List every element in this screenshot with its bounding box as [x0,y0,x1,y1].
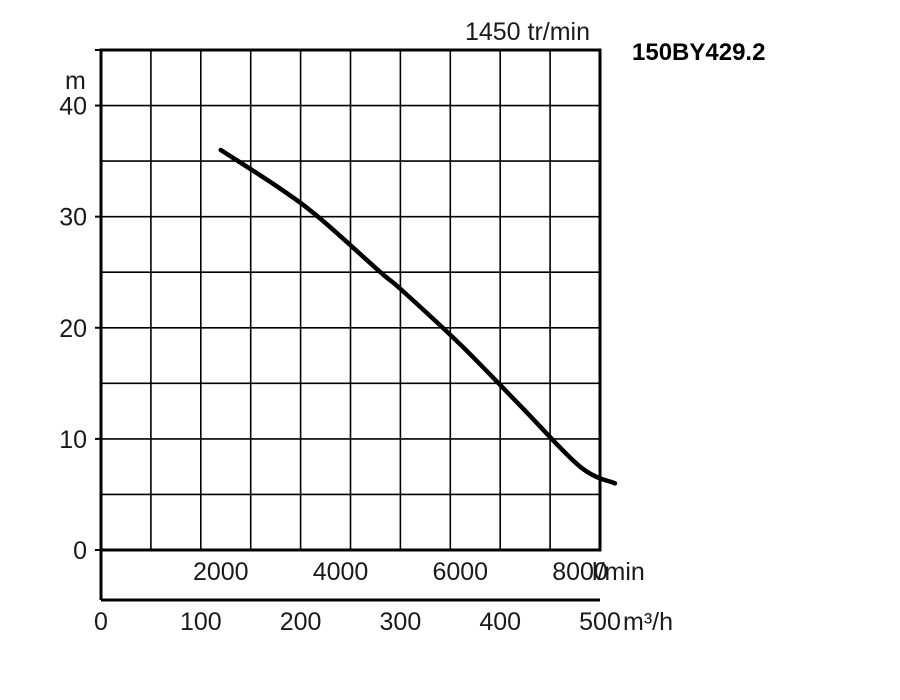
chart-title: 150BY429.2 [632,39,765,66]
x-secondary-tick-label: 6000 [432,558,488,586]
x-tick-label: 0 [94,608,108,636]
y-axis-label: m [65,67,86,95]
x-tick-label: 200 [280,608,322,636]
x-tick-label: 300 [380,608,422,636]
plot-frame [99,48,602,552]
x-axis-secondary-label: l/min [592,558,645,586]
x-secondary-tick-label: 8000 [552,558,608,586]
x-secondary-tick-label: 4000 [313,558,369,586]
x-tick-label: 400 [479,608,521,636]
y-tick-label: 30 [59,204,87,232]
x-tick-label: 500 [579,608,621,636]
x-secondary-tick-label: 2000 [193,558,249,586]
series-line [218,147,618,486]
y-tick-label: 0 [73,537,87,565]
y-tick-label: 40 [59,93,87,121]
grid [101,50,600,550]
series-layer [218,147,618,486]
x-tick-label: 100 [180,608,222,636]
chart-subtitle: 1450 tr/min [465,18,590,46]
y-tick-label: 10 [59,426,87,454]
frame [99,48,602,602]
y-tick-label: 20 [59,315,87,343]
x-axis-label: m³/h [623,608,673,636]
